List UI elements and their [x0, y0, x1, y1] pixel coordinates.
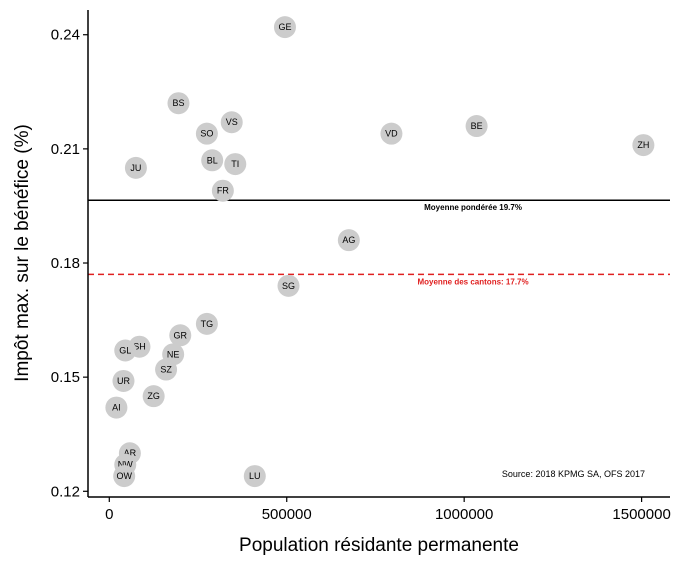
data-point-label-ai: AI: [112, 403, 121, 413]
y-tick-label: 0.24: [51, 27, 80, 44]
x-tick-label: 1000000: [435, 506, 493, 523]
data-point-ju: [124, 156, 147, 179]
data-point-ge: [273, 16, 296, 39]
y-axis-title: Impôt max. sur le bénéfice (%): [12, 124, 33, 382]
data-point-label-gl: GL: [119, 346, 131, 356]
data-point-label-bl: BL: [207, 155, 218, 165]
data-point-label-ur: UR: [117, 376, 130, 386]
data-point-zh: [632, 134, 655, 157]
data-point-bs: [167, 92, 190, 115]
data-point-ai: [105, 396, 128, 419]
data-point-label-ju: JU: [130, 163, 141, 173]
data-point-fr: [211, 179, 234, 202]
ticks: 0.12 0.15 0.18 0.21 0.24 0 500000 1000000 150000…: [51, 27, 671, 523]
y-tick-label: 0.18: [51, 255, 80, 272]
x-tick-label: 1500000: [612, 506, 670, 523]
axes: [87, 10, 670, 498]
data-point-label-be: BE: [471, 121, 483, 131]
data-point-label-sz: SZ: [160, 365, 172, 375]
data-point-be: [465, 115, 488, 138]
data-point-gl: [114, 339, 137, 362]
y-tick-label: 0.21: [51, 141, 80, 158]
data-point-lu: [243, 465, 266, 488]
data-point-label-ge: GE: [278, 22, 291, 32]
reference-lines: Moyenne pondérée 19.7% Moyenne des canton…: [88, 199, 670, 286]
data-point-so: [195, 122, 218, 145]
data-point-label-vs: VS: [226, 117, 238, 127]
x-tick-label: 0: [105, 506, 113, 523]
data-point-label-lu: LU: [249, 471, 261, 481]
data-point-label-fr: FR: [217, 186, 229, 196]
weighted-mean-label: Moyenne pondérée 19.7%: [424, 203, 522, 212]
data-point-label-tg: TG: [201, 319, 214, 329]
data-point-label-zg: ZG: [147, 391, 160, 401]
data-point-gr: [169, 324, 192, 347]
data-point-label-ne: NE: [167, 349, 180, 359]
data-point-ow: [113, 465, 136, 488]
data-point-label-ow: OW: [116, 471, 132, 481]
data-point-vs: [220, 111, 243, 134]
y-tick-label: 0.12: [51, 483, 80, 500]
data-point-vd: [380, 122, 403, 145]
data-point-label-ti: TI: [231, 159, 239, 169]
data-point-ag: [337, 229, 360, 252]
x-tick-label: 500000: [262, 506, 312, 523]
data-point-ti: [224, 153, 247, 176]
data-point-sg: [277, 274, 300, 297]
data-point-ur: [112, 369, 135, 392]
x-axis-title: Population résidante permanente: [239, 535, 519, 556]
y-tick-label: 0.15: [51, 369, 80, 386]
data-point-label-nw: NW: [118, 460, 133, 470]
canton-mean-label: Moyenne des cantons: 17.7%: [417, 277, 528, 286]
data-point-label-bs: BS: [172, 98, 184, 108]
data-point-label-zh: ZH: [637, 140, 649, 150]
data-point-label-vd: VD: [385, 129, 398, 139]
data-point-label-ag: AG: [342, 235, 355, 245]
data-point-label-so: SO: [200, 129, 213, 139]
data-point-zg: [142, 385, 165, 408]
data-point-tg: [195, 312, 218, 335]
data-point-label-gr: GR: [174, 330, 188, 340]
data-point-label-sh: SH: [133, 342, 146, 352]
source-note: Source: 2018 KPMG SA, OFS 2017: [502, 469, 645, 479]
data-point-label-sg: SG: [282, 281, 295, 291]
data-point-sz: [155, 358, 178, 381]
data-point-label-ar: AR: [124, 448, 137, 458]
data-point-bl: [201, 149, 224, 172]
